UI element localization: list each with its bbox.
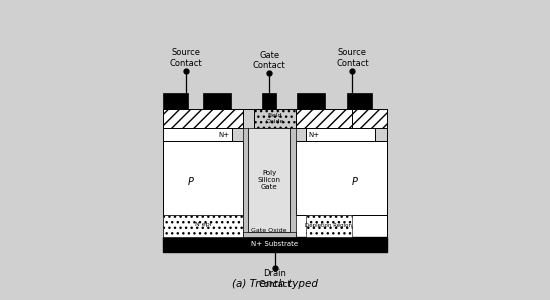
Text: N+: N+ xyxy=(218,131,229,137)
Text: P: P xyxy=(188,177,194,187)
Text: Field
Oxide: Field Oxide xyxy=(266,113,284,124)
Bar xyxy=(347,93,372,109)
Bar xyxy=(290,128,295,237)
Text: Gate
Contact: Gate Contact xyxy=(253,51,285,70)
Text: Gate Oxide: Gate Oxide xyxy=(251,228,287,233)
Text: P: P xyxy=(352,177,358,187)
Bar xyxy=(306,215,351,237)
Text: Poly
Silicon
Gate: Poly Silicon Gate xyxy=(257,170,280,190)
Bar xyxy=(163,237,387,252)
Bar xyxy=(163,141,243,215)
Text: N epi: N epi xyxy=(195,222,211,227)
Bar xyxy=(297,93,325,109)
Bar xyxy=(163,109,387,252)
Bar xyxy=(163,215,243,237)
Bar xyxy=(243,128,248,237)
Bar xyxy=(163,93,188,109)
Bar xyxy=(243,232,295,237)
Text: N+ Substrate: N+ Substrate xyxy=(251,241,299,247)
Bar xyxy=(351,109,387,128)
Bar xyxy=(163,215,387,237)
Bar xyxy=(262,93,277,109)
Text: (a) Trench typed: (a) Trench typed xyxy=(232,279,318,289)
Bar xyxy=(248,128,290,232)
Bar xyxy=(255,109,295,128)
Text: N+: N+ xyxy=(309,131,320,137)
Bar xyxy=(203,93,231,109)
Bar xyxy=(295,109,351,128)
Bar xyxy=(163,128,232,141)
Text: Depletion Region: Depletion Region xyxy=(305,223,352,228)
Bar xyxy=(163,109,243,128)
Text: Source
Contact: Source Contact xyxy=(336,48,369,68)
Text: Drain
Contact: Drain Contact xyxy=(258,269,292,289)
Bar xyxy=(295,141,387,215)
Bar xyxy=(306,128,375,141)
Text: Source
Contact: Source Contact xyxy=(169,48,202,68)
